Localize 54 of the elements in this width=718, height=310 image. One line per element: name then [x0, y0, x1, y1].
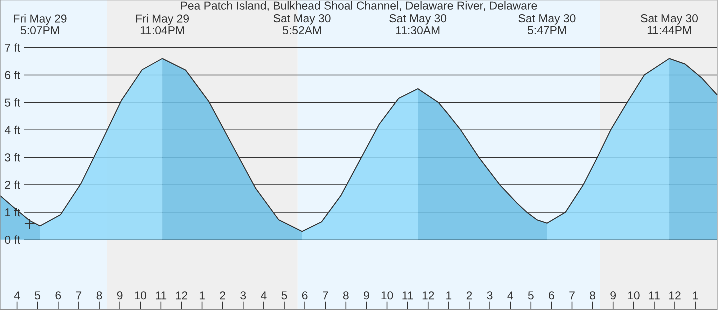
annotation: 5:47PM: [528, 26, 566, 34]
annotation: 5:52AM: [283, 26, 322, 34]
x-tick-label: 9: [117, 291, 123, 300]
y-tick-label: 6 ft: [5, 70, 20, 80]
x-tick-label: 3: [487, 291, 493, 300]
x-tick-label: 7: [570, 292, 575, 300]
y-tick-label: 7 ft: [5, 43, 20, 52]
x-tick-label: 5: [35, 292, 41, 300]
x-tick-label: 7: [323, 292, 328, 300]
x-tick-label: 8: [96, 291, 102, 300]
annotation: Fri May 29: [14, 14, 67, 26]
y-tick-label: 3 ft: [5, 153, 20, 162]
x-tick-label: 4: [14, 292, 20, 300]
annotation: 5:07PM: [20, 26, 60, 34]
x-tick-label: 9: [610, 291, 616, 300]
x-tick-label: 1: [693, 292, 698, 300]
annotation: Sat May 30: [390, 14, 447, 25]
y-tick-label: 0 ft: [5, 236, 20, 244]
x-tick-label: 11: [156, 292, 167, 300]
chart-title: Pea Patch Island, Bulkhead Shoal Channel, Delaware River, Delaware: [181, 1, 538, 12]
x-tick-label: 2: [220, 292, 226, 300]
x-tick-label: 12: [176, 292, 188, 300]
y-tick-label: 5 ft: [5, 98, 20, 107]
x-tick-label: 12: [422, 292, 434, 300]
x-tick-label: 11: [649, 292, 660, 300]
annotation: 11:44PM: [648, 26, 692, 34]
annotation: 11:04PM: [140, 26, 184, 34]
annotation: Sat May 30: [518, 14, 576, 25]
x-tick-label: 10: [382, 291, 394, 300]
x-tick-label: 10: [628, 291, 640, 300]
x-tick-label: 6: [302, 291, 308, 300]
annotation: Sat May 30: [274, 14, 331, 25]
x-tick-label: 4: [261, 292, 267, 300]
x-tick-label: 12: [670, 292, 681, 300]
x-tick-label: 6: [56, 291, 62, 300]
x-tick-label: 4: [508, 292, 514, 300]
y-tick-label: 4 ft: [4, 126, 20, 134]
annotation: Fri May 29: [136, 14, 190, 26]
x-tick-label: 9: [364, 291, 370, 300]
x-tick-label: 2: [466, 292, 472, 300]
x-tick-label: 10: [135, 291, 147, 300]
x-tick-label: 8: [343, 291, 349, 300]
x-tick-label: 1: [200, 292, 205, 300]
x-tick-label: 3: [240, 291, 246, 300]
x-tick-label: 5: [528, 292, 534, 300]
y-tick-label: 2 ft: [5, 180, 20, 190]
x-tick-label: 5: [282, 292, 288, 300]
annotation: Sat May 30: [641, 14, 698, 25]
annotation: 11:30AM: [396, 26, 440, 34]
x-tick-label: 1: [446, 292, 452, 300]
x-tick-label: 8: [590, 291, 596, 300]
x-tick-label: 7: [76, 292, 82, 300]
x-tick-label: 11: [402, 292, 414, 300]
x-tick-label: 6: [549, 291, 554, 300]
